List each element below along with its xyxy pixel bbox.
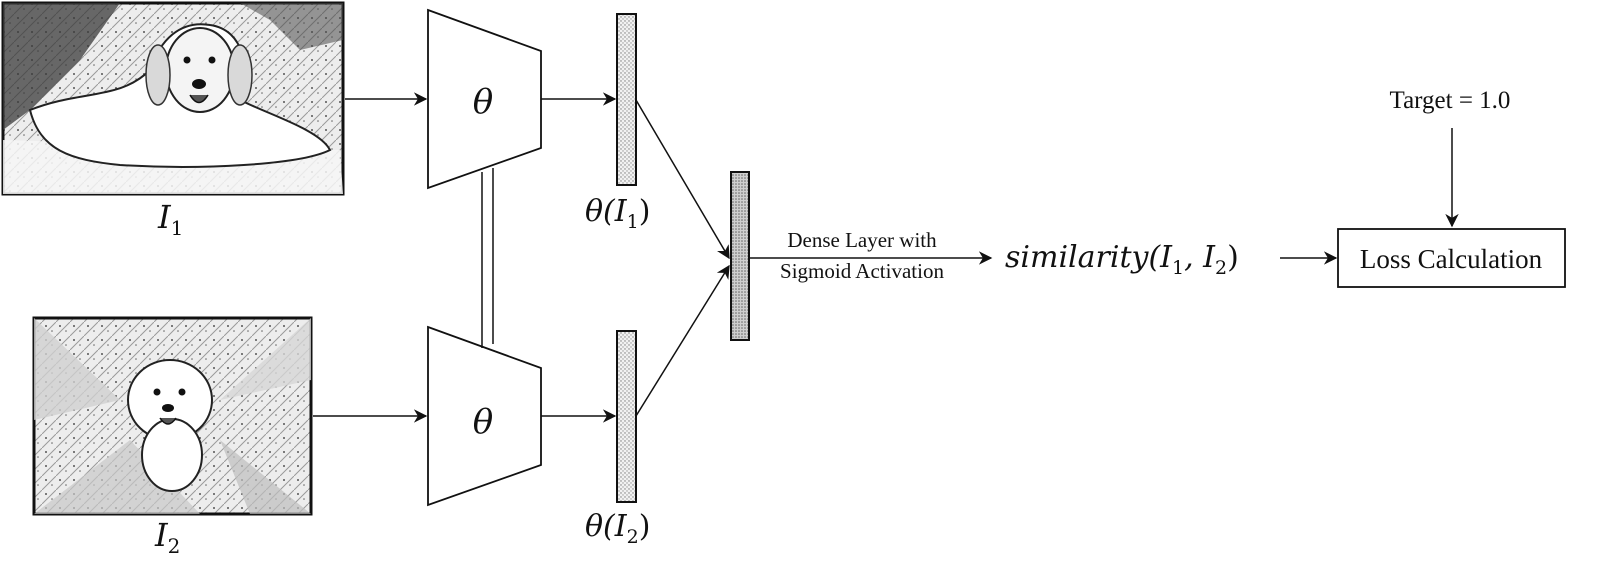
target-label: Target = 1.0 [1390,87,1511,114]
embedding-top-label: θ(I1) [585,194,650,233]
shared-weights-link [481,168,494,348]
arrow-embedding2-to-combined [635,264,730,417]
image-1-label: I1 [157,198,183,240]
image-2-puppy [32,316,313,516]
similarity-output: similarity(I1, I2) [1005,240,1239,279]
encoder-top-symbol: θ [473,82,493,122]
image-1-puppy [1,1,345,196]
encoder-bottom-trapezoid [427,325,542,507]
arrow-embedding1-to-combined [635,99,730,260]
combined-vector [730,171,750,341]
dense-layer-line1: Dense Layer with [787,228,937,252]
loss-calculation-box [1337,228,1566,288]
dense-layer-line2: Sigmoid Activation [780,259,944,283]
image-2-label: I2 [154,516,180,558]
embedding-top-vector [616,13,637,186]
encoder-bottom-symbol: θ [473,402,493,442]
loss-calculation-label: Loss Calculation [1360,244,1543,274]
embedding-bottom-vector [616,330,637,503]
encoder-top-trapezoid [427,8,542,190]
embedding-bottom-label: θ(I2) [585,509,650,548]
